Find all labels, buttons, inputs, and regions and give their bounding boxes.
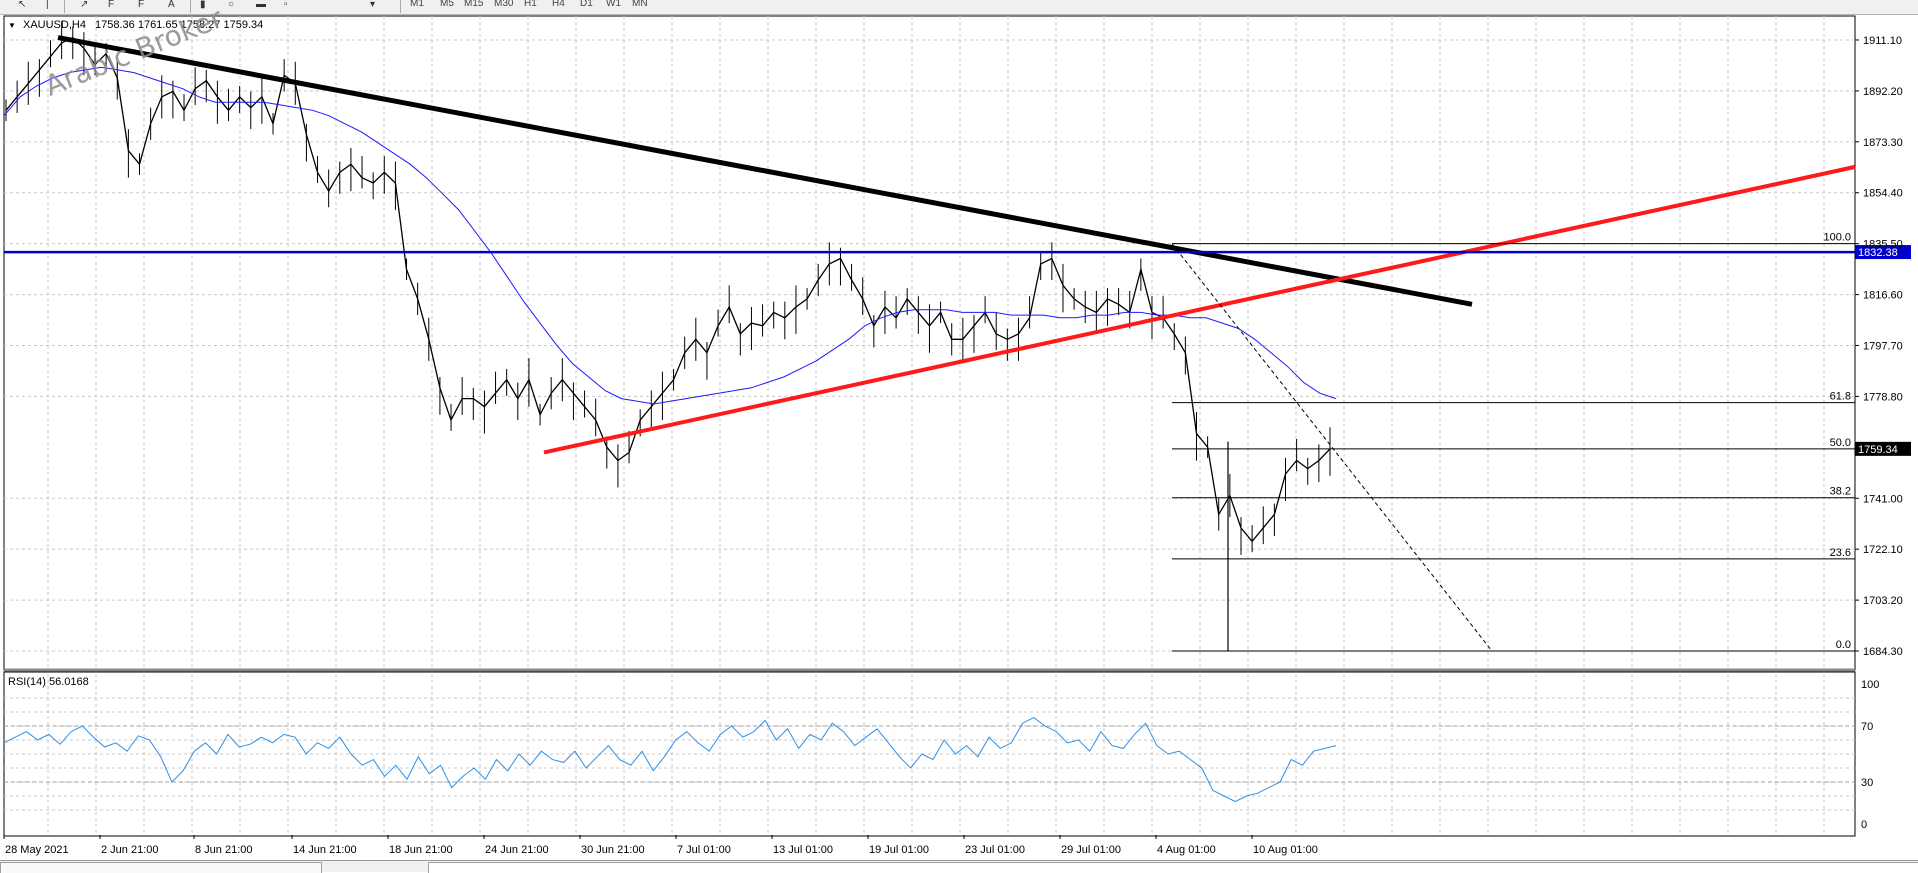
template-icon[interactable]: ▫ (284, 0, 288, 10)
timeframe-mn[interactable]: MN (632, 0, 648, 9)
timeframe-h4[interactable]: H4 (552, 0, 565, 9)
x-tick-label: 14 Jun 21:00 (293, 844, 357, 856)
fibonacci-icon[interactable]: F (108, 0, 115, 10)
symbol-label: XAUUSD,H4 (22, 19, 86, 31)
y-tick-label: 1873.30 (1863, 137, 1903, 149)
chart-title: ▼ XAUUSD,H4 1758.36 1761.65 1758.27 1759… (8, 19, 263, 31)
current-price-badge (1855, 441, 1911, 456)
x-tick-label: 2 Jun 21:00 (101, 844, 159, 856)
main-grid (4, 16, 1855, 668)
rsi-tick-label: 100 (1861, 679, 1879, 691)
moving-average-line (3, 66, 1337, 405)
fib-level-label: 100.0 (1823, 232, 1851, 244)
y-tick-label: 1684.30 (1863, 646, 1903, 658)
chart-menu-icon[interactable]: ▼ (8, 21, 16, 30)
x-tick-label: 23 Jul 01:00 (965, 844, 1025, 856)
rectangle-icon[interactable]: ▬ (256, 0, 266, 10)
timeframe-d1[interactable]: D1 (580, 0, 593, 9)
rsi-title: RSI(14) 56.0168 (8, 676, 89, 688)
fib-level-label: 50.0 (1830, 437, 1851, 449)
current-price-label: 1759.34 (1858, 444, 1898, 456)
shape-icon[interactable]: ○ (228, 0, 235, 10)
timeframe-m5[interactable]: M5 (440, 0, 454, 9)
timeframe-w1[interactable]: W1 (606, 0, 621, 9)
price-line (5, 36, 1331, 543)
x-tick-label: 30 Jun 21:00 (581, 844, 645, 856)
x-tick-label: 29 Jul 01:00 (1061, 844, 1121, 856)
x-tick-label: 7 Jul 01:00 (677, 844, 731, 856)
crosshair-icon[interactable]: | (46, 0, 49, 10)
cursor-icon[interactable]: ↖ (18, 0, 27, 10)
y-tick-label: 1892.20 (1863, 86, 1903, 98)
fib-level-label: 23.6 (1830, 547, 1851, 559)
x-tick-label: 18 Jun 21:00 (389, 844, 453, 856)
timeframe-m30[interactable]: M30 (494, 0, 514, 9)
rsi-tick-label: 0 (1861, 819, 1867, 831)
y-tick-label: 1835.50 (1863, 239, 1903, 251)
text-icon[interactable]: A (168, 0, 175, 10)
y-tick-label: 1778.80 (1863, 391, 1903, 403)
fib-diagonal[interactable] (1171, 243, 1493, 652)
rsi-line (3, 717, 1337, 803)
y-tick-label: 1797.70 (1863, 341, 1903, 353)
y-tick-label: 1911.10 (1863, 35, 1902, 47)
downtrend-line[interactable] (57, 35, 1473, 307)
x-tick-label: 4 Aug 01:00 (1157, 844, 1216, 856)
timeframe-m1[interactable]: M1 (410, 0, 424, 9)
x-tick-label: 8 Jun 21:00 (195, 844, 253, 856)
fib-level-label: 38.2 (1830, 486, 1851, 498)
x-tick-label: 10 Aug 01:00 (1253, 844, 1318, 856)
ohlc-label: 1758.36 1761.65 1758.27 1759.34 (95, 19, 264, 31)
x-tick-label: 13 Jul 01:00 (773, 844, 833, 856)
x-tick-label: 28 May 2021 (5, 844, 69, 856)
uptrend-line[interactable] (543, 164, 1856, 455)
x-tick-label: 19 Jul 01:00 (869, 844, 929, 856)
tab-chart-1[interactable] (0, 862, 322, 873)
resistance-price-label: 1832.38 (1858, 247, 1898, 259)
tab-chart-2[interactable] (428, 862, 1918, 873)
y-tick-label: 1816.60 (1863, 290, 1903, 302)
y-tick-label: 1703.20 (1863, 595, 1903, 607)
trendline-icon[interactable]: ↗ (80, 0, 89, 10)
rsi-tick-label: 70 (1861, 721, 1873, 733)
timeframe-m15[interactable]: M15 (464, 0, 484, 9)
timeframe-h1[interactable]: H1 (524, 0, 537, 9)
bottom-tabs (0, 860, 1918, 873)
rsi-grid (4, 674, 1855, 834)
fib-level-label: 61.8 (1830, 391, 1851, 403)
fib-fan-icon[interactable]: F (138, 0, 145, 10)
y-tick-label: 1722.10 (1863, 544, 1903, 556)
y-tick-label: 1741.00 (1863, 493, 1903, 505)
arrow-down-icon[interactable]: ▾ (370, 0, 376, 10)
fib-level-label: 0.0 (1836, 639, 1851, 651)
label-icon[interactable]: ▮ (200, 0, 206, 10)
rsi-tick-label: 30 (1861, 777, 1873, 789)
toolbar: ↖ | ↗ F F A ▮ ○ ▬ ▫ ▾ M1 M5 M15 M30 H1 H… (0, 0, 1918, 15)
x-tick-label: 24 Jun 21:00 (485, 844, 549, 856)
y-tick-label: 1854.40 (1863, 188, 1903, 200)
resistance-price-badge (1855, 245, 1911, 260)
